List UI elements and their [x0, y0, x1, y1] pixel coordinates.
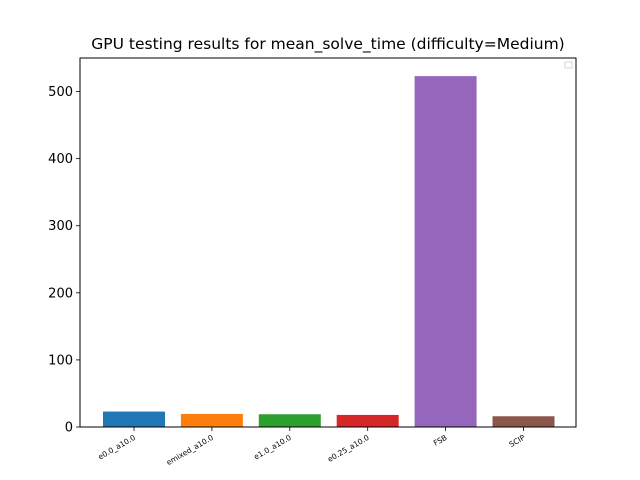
x-tick-label: e0.25_a10.0 [326, 433, 371, 464]
y-tick-label: 500 [48, 85, 73, 100]
y-tick-label: 200 [48, 286, 73, 301]
x-tick-label: e1.0_a10.0 [252, 433, 293, 462]
legend-box [564, 61, 573, 69]
bar-emixed_a10.0 [180, 413, 243, 427]
x-axis: e0.0_a10.0 emixed_a10.0 e1.0_a10.0 e0.25_a1… [96, 427, 527, 467]
chart-title: GPU testing results for mean_solve_time … [91, 35, 564, 54]
plot-frame [79, 57, 577, 428]
bar-e1.0_a10.0 [258, 414, 321, 427]
x-tick-label: SCIP [508, 433, 527, 449]
bars-group [103, 76, 555, 427]
bar-FSB [414, 76, 477, 427]
bar-e0.0_a10.0 [103, 411, 165, 427]
x-tick-label: e0.0_a10.0 [96, 433, 137, 462]
x-tick-label: emixed_a10.0 [165, 433, 215, 467]
y-axis: 0 100 200 300 400 500 [48, 85, 80, 436]
y-tick-label: 300 [48, 219, 73, 234]
y-tick-label: 0 [65, 421, 73, 436]
y-tick-label: 100 [48, 353, 73, 368]
x-tick-label: FSB [432, 433, 449, 448]
bar-SCIP [492, 416, 555, 427]
y-tick-label: 400 [48, 152, 73, 167]
bar-e0.25_a10.0 [336, 414, 399, 427]
